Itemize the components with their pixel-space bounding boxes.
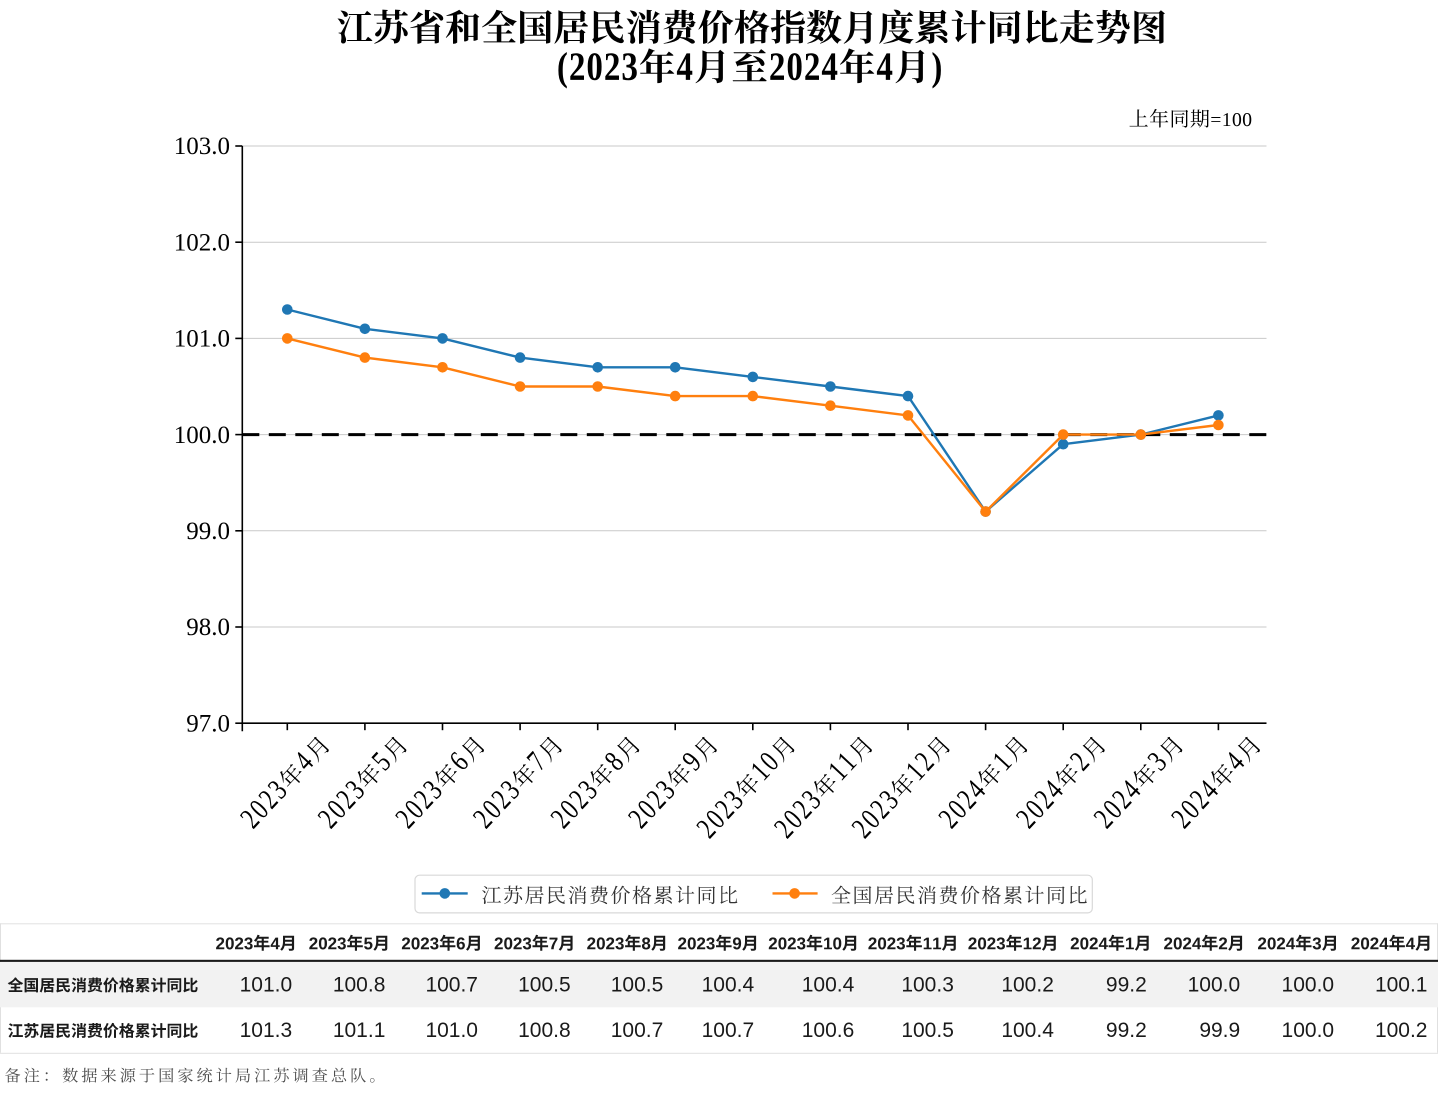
svg-text:98.0: 98.0 <box>186 614 230 641</box>
svg-text:100.0: 100.0 <box>1188 973 1241 996</box>
svg-text:100.4: 100.4 <box>1001 1019 1054 1042</box>
svg-text:100.4: 100.4 <box>802 973 855 996</box>
svg-text:101.0: 101.0 <box>174 326 230 353</box>
svg-text:97.0: 97.0 <box>186 710 230 737</box>
svg-text:100.7: 100.7 <box>702 1019 755 1042</box>
svg-text:100.6: 100.6 <box>802 1019 855 1042</box>
svg-text:100.5: 100.5 <box>901 1019 954 1042</box>
svg-text:100.5: 100.5 <box>611 973 664 996</box>
svg-text:100.5: 100.5 <box>518 973 571 996</box>
svg-text:100.2: 100.2 <box>1375 1019 1428 1042</box>
svg-text:101.1: 101.1 <box>333 1019 386 1042</box>
svg-text:99.9: 99.9 <box>1199 1019 1240 1042</box>
svg-text:100.7: 100.7 <box>611 1019 664 1042</box>
svg-text:99.2: 99.2 <box>1106 973 1147 996</box>
svg-text:99.2: 99.2 <box>1106 1019 1147 1042</box>
svg-text:100.0: 100.0 <box>1282 1019 1335 1042</box>
svg-text:103.0: 103.0 <box>174 133 230 160</box>
svg-text:102.0: 102.0 <box>174 229 230 256</box>
svg-text:100.8: 100.8 <box>333 973 386 996</box>
svg-text:100.4: 100.4 <box>702 973 755 996</box>
svg-text:100.2: 100.2 <box>1001 973 1054 996</box>
svg-text:99.0: 99.0 <box>186 518 230 545</box>
svg-text:100.8: 100.8 <box>518 1019 571 1042</box>
svg-text:100.0: 100.0 <box>1282 973 1335 996</box>
svg-text:100.7: 100.7 <box>425 973 478 996</box>
svg-text:100.3: 100.3 <box>901 973 954 996</box>
svg-text:101.0: 101.0 <box>425 1019 478 1042</box>
svg-text:100.1: 100.1 <box>1375 973 1428 996</box>
svg-text:101.3: 101.3 <box>240 1019 293 1042</box>
svg-text:101.0: 101.0 <box>240 973 293 996</box>
svg-text:100.0: 100.0 <box>174 422 230 449</box>
